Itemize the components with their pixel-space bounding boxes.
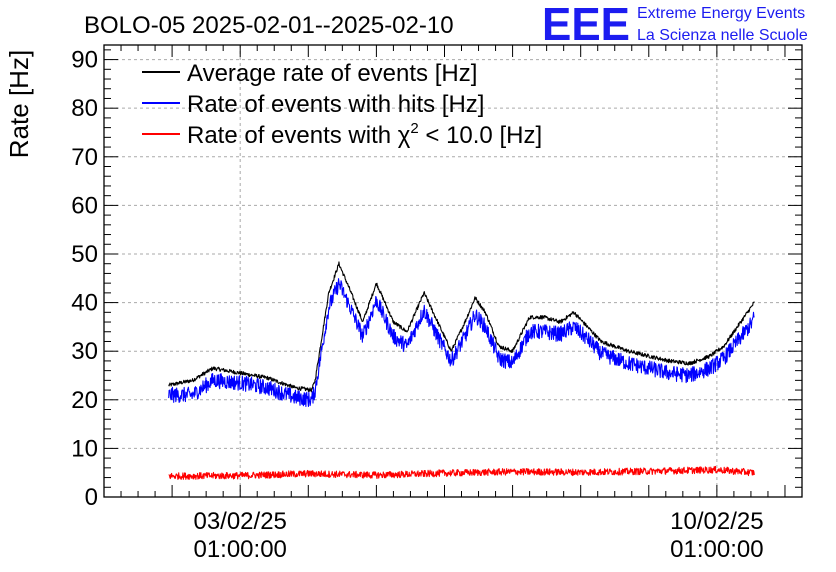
logo-line-1: Extreme Energy Events: [637, 5, 805, 22]
y-tick-label-5: 50: [71, 241, 98, 268]
x-tick-label-time-1: 01:00:00: [670, 536, 763, 563]
y-tick-label-3: 30: [71, 338, 98, 365]
x-tick-label-date-0: 03/02/25: [193, 508, 286, 535]
y-tick-label-2: 20: [71, 387, 98, 414]
y-axis-label: Rate [Hz]: [4, 50, 34, 158]
y-tick-label-8: 80: [71, 95, 98, 122]
y-tick-label-4: 40: [71, 290, 98, 317]
chart-title: BOLO-05 2025-02-01--2025-02-10: [84, 12, 454, 39]
y-tick-label-6: 60: [71, 192, 98, 219]
x-tick-label-date-1: 10/02/25: [670, 508, 763, 535]
y-tick-label-7: 70: [71, 144, 98, 171]
legend-label-1: Rate of events with hits [Hz]: [187, 91, 484, 118]
y-tick-label-0: 0: [85, 484, 98, 511]
axes: 010203040506070809003/02/2501:00:0010/02…: [71, 44, 803, 563]
x-tick-label-time-0: 01:00:00: [193, 536, 286, 563]
y-tick-label-9: 90: [71, 47, 98, 74]
eee-logo: EEE Extreme Energy Events La Scienza nel…: [542, 0, 808, 50]
eee-logo-mark: EEE: [542, 0, 630, 50]
series-line-2: [168, 465, 755, 480]
y-tick-label-1: 10: [71, 435, 98, 462]
legend-label-2: Rate of events with χ2 < 10.0 [Hz]: [187, 120, 542, 149]
series-line-1: [168, 278, 755, 408]
logo-line-2: La Scienza nelle Scuole: [637, 27, 808, 44]
legend-label-0: Average rate of events [Hz]: [187, 60, 477, 87]
plot-frame: [103, 44, 803, 498]
series-group: [168, 261, 755, 480]
series-line-0: [168, 261, 755, 393]
grid: [104, 45, 802, 497]
legend: Average rate of events [Hz] Rate of event…: [142, 60, 542, 149]
